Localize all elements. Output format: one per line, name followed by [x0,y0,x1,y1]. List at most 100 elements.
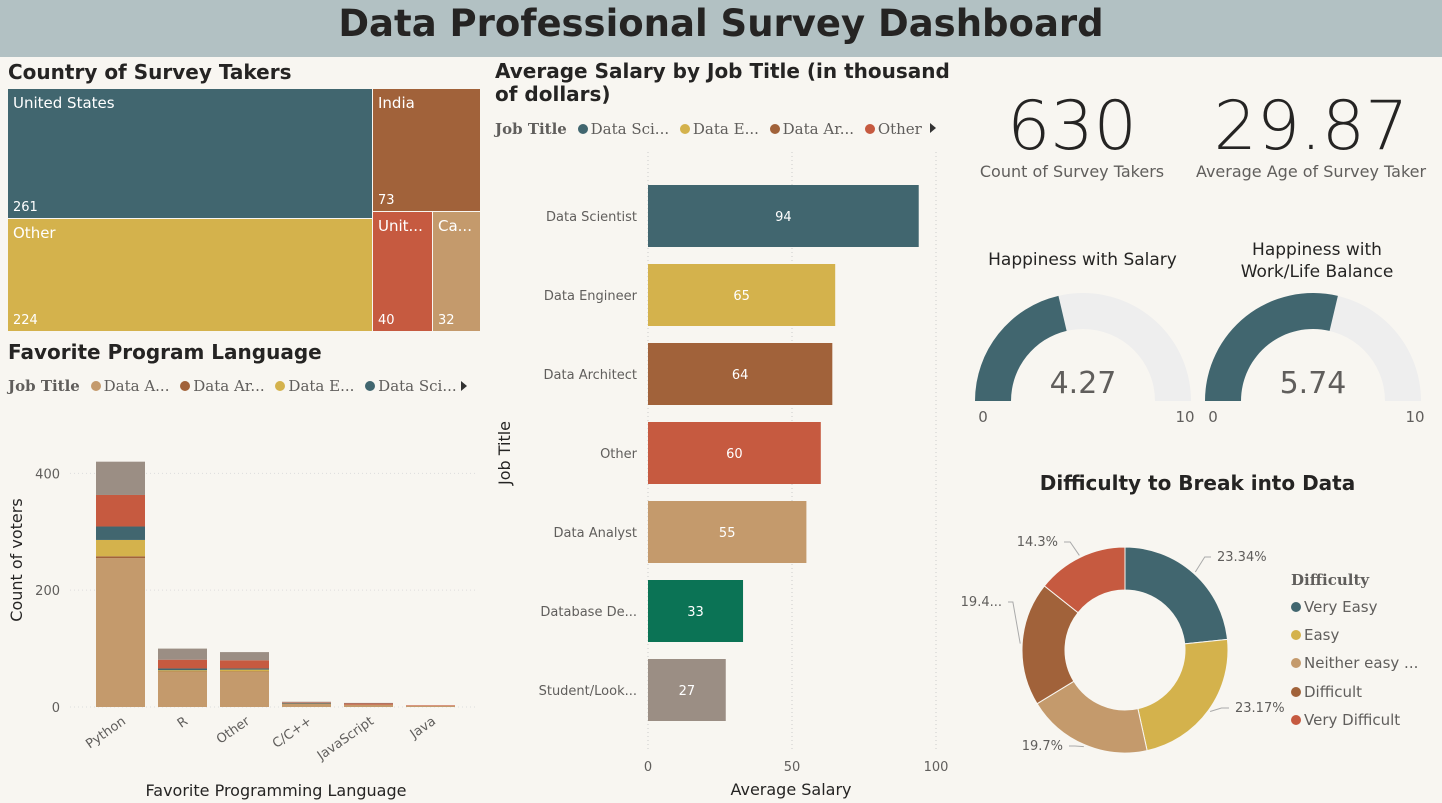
legend-item[interactable]: Other [859,120,922,138]
gauge-max-label: 10 [1175,408,1194,426]
legend-item-label: Neither easy ... [1304,654,1419,673]
language-chart-legend[interactable]: Job Title Data A... Data Ar... Data E...… [8,377,457,395]
bar-data-label: 55 [719,526,736,541]
legend-dot [864,124,875,134]
legend-item[interactable]: Data Ar... [174,377,265,395]
treemap-tile-canada[interactable]: Ca... 32 [432,211,481,332]
stacked-bar-segment [158,668,207,671]
legend-dot [365,381,376,391]
y-tick-label: Data Architect [544,368,637,383]
legend-dot [679,124,690,134]
treemap-tile-label: United States [13,94,115,112]
stacked-bar-segment [158,670,207,672]
title-bar-gap [955,57,1442,63]
stacked-bar-segment [96,558,145,707]
legend-dot [1291,602,1301,612]
legend-item[interactable]: Data Sci... [572,120,669,138]
x-tick-label: R [175,714,191,731]
legend-dot [275,381,286,391]
treemap-tile-other[interactable]: Other 224 [7,218,373,332]
x-tick-label: C/C++ [270,714,315,752]
legend-item-label: Data Sci... [378,377,457,395]
legend-item[interactable]: Very Easy [1291,593,1418,621]
stacked-bar-segment [344,702,393,704]
treemap-tile-india[interactable]: India 73 [372,88,481,212]
stacked-bar-segment [158,671,207,707]
x-tick-label: Java [407,714,439,743]
y-tick-label: 400 [35,467,60,482]
salary-bar [648,185,919,247]
stacked-bar-segment [344,703,393,705]
legend-item-label: Easy [1304,626,1340,645]
x-axis-title: Favorite Programming Language [146,781,407,800]
legend-dot [577,124,588,134]
y-tick-label: Data Analyst [554,526,637,541]
treemap-title: Country of Survey Takers [8,60,292,84]
stacked-bar-segment [96,461,145,495]
bar-data-label: 64 [732,368,749,383]
legend-item[interactable]: Data A... [85,377,170,395]
legend-item[interactable]: Very Difficult [1291,706,1418,734]
legend-next-arrow-icon[interactable] [461,381,467,391]
salary-chart-svg[interactable]: 0 50 100 94 Data Scientist 65 Data Engineer 64 D… [490,140,955,803]
legend-item-label: Data Ar... [782,120,855,138]
legend-title: Job Title [8,377,80,395]
legend-item[interactable]: Data E... [674,120,759,138]
stacked-bar-segment [282,702,331,704]
stacked-bar-segment [96,556,145,559]
treemap-tile-united-kingdom[interactable]: Unit... 40 [372,211,433,332]
donut-legend-title: Difficulty [1291,571,1370,589]
treemap-tile-united-states[interactable]: United States 261 [7,88,373,219]
legend-item[interactable]: Neither easy ... [1291,649,1418,677]
legend-item-label: Very Difficult [1304,710,1401,729]
language-chart-svg[interactable]: 0 200 400 Python R Other C/C++ JavaScript Java Co… [0,400,490,803]
stacked-bar-segment [220,671,269,672]
bar-data-label: 60 [726,447,743,462]
treemap-tile-label: Ca... [438,217,472,235]
stacked-bar-segment [96,494,145,527]
stacked-bar-segment [158,659,207,669]
treemap-tile-label: Unit... [378,217,423,235]
salary-bar [648,580,744,642]
salary-bar [648,422,821,484]
stacked-bar-segment [220,652,269,661]
treemap-tile-value: 224 [13,313,38,328]
y-tick-label: Student/Look... [539,684,637,699]
country-treemap[interactable]: United States 261 India 73 Other 224 Uni… [7,88,481,332]
donut-slice [1124,546,1229,645]
stacked-bar-segment [282,703,331,707]
legend-item[interactable]: Data Ar... [764,120,854,138]
language-chart-title: Favorite Program Language [8,340,322,364]
legend-item[interactable]: Difficult [1291,678,1418,706]
x-tick-label: 0 [644,760,652,775]
gauges-svg[interactable]: 4.27 0 10 5.74 0 10 [955,280,1442,430]
legend-item[interactable]: Data Sci... [359,377,457,395]
donut-title: Difficulty to Break into Data [1039,471,1356,495]
stacked-bar-segment [158,648,207,660]
x-tick-label: 50 [784,760,801,775]
legend-item-label: Very Easy [1304,598,1378,616]
stacked-bar-segment [344,704,393,707]
kpi-count-label: Count of Survey Takers [979,162,1165,181]
x-axis-title: Average Salary [730,780,851,799]
legend-item[interactable]: Easy [1291,621,1418,649]
stacked-bar-segment [220,669,269,672]
stacked-bar-segment [282,702,331,703]
legend-next-arrow-icon[interactable] [930,123,936,133]
gauge-fill [1205,292,1338,401]
donut-chart-svg[interactable]: 23.34% 23.17% 19.7% 19.4... 14.3% [955,500,1442,800]
legend-item[interactable]: Data E... [269,377,354,395]
legend-dot [1291,658,1301,669]
stacked-bar-segment [220,668,269,670]
treemap-tile-value: 261 [13,200,38,215]
donut-data-label: 14.3% [1017,535,1058,550]
legend-item-label: Data A... [103,377,170,395]
gauge-value: 5.74 [1280,366,1347,401]
donut-legend[interactable]: Very Easy Easy Neither easy ... Difficul… [1291,593,1418,734]
salary-chart-legend[interactable]: Job Title Data Sci... Data E... Data Ar.… [495,120,922,138]
gauge-fill [975,295,1067,401]
bar-data-label: 65 [733,289,750,304]
bar-data-label: 27 [679,684,696,699]
stacked-bar-segment [220,660,269,669]
treemap-tile-label: Other [13,224,56,242]
